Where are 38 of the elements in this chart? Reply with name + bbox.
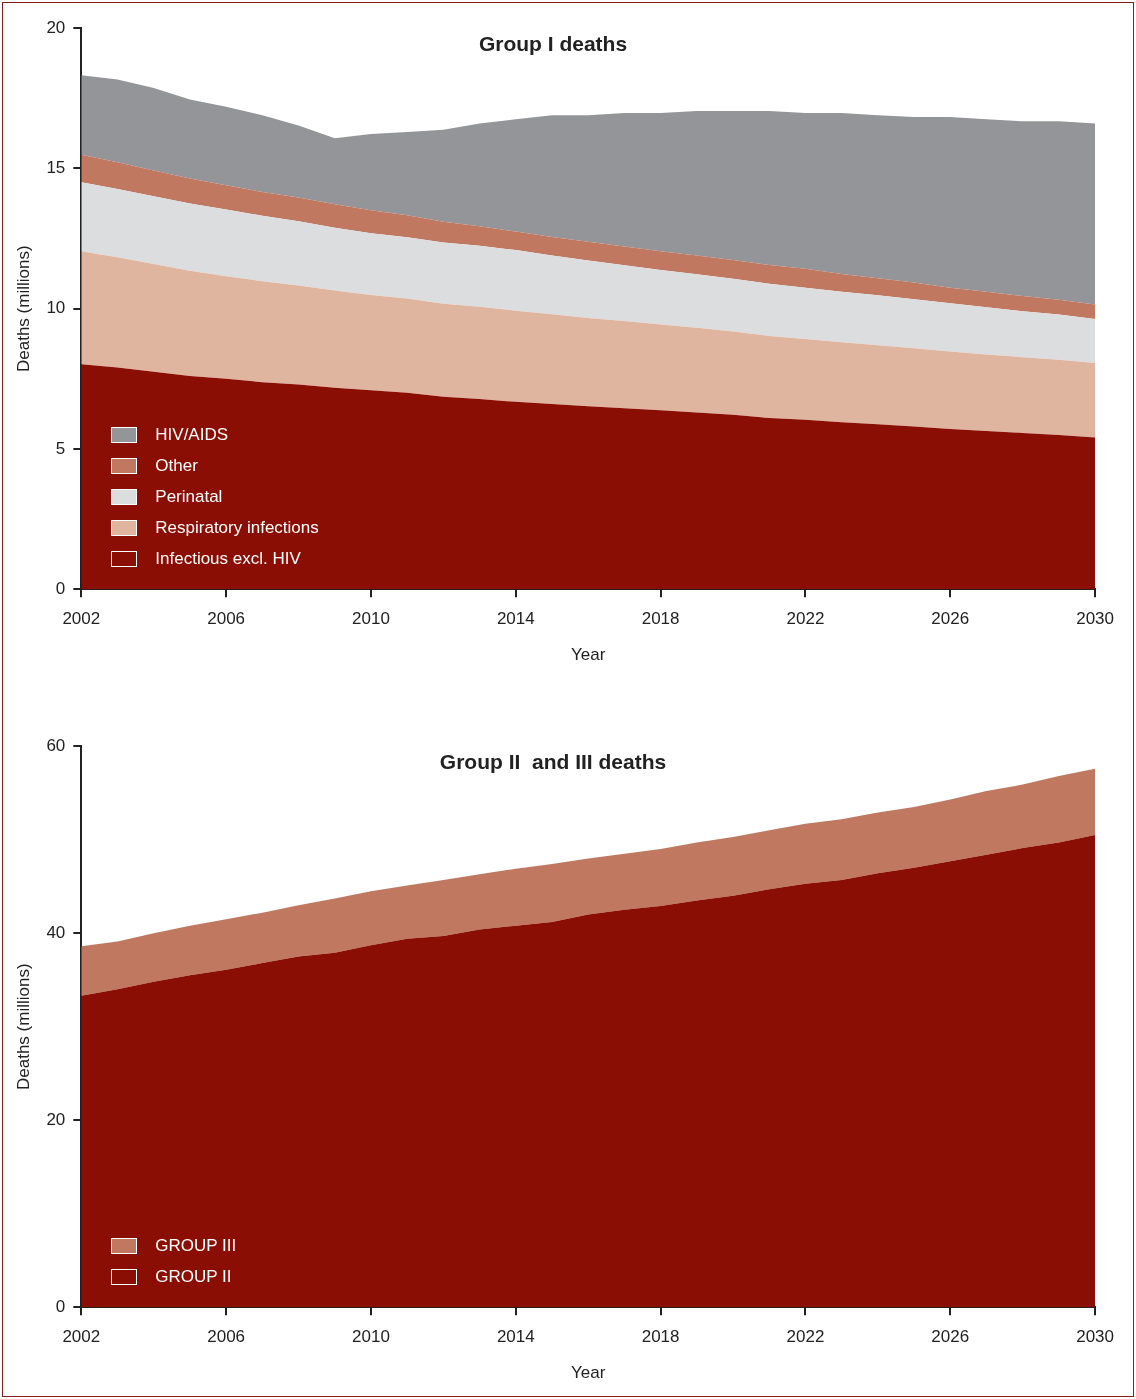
x-tick-label: 2002 (62, 1327, 101, 1347)
x-tick-label: 2030 (1076, 609, 1114, 629)
x-tick-label: 2010 (352, 609, 390, 629)
x-tick-label: 2014 (496, 1327, 535, 1347)
series-label: Infectious excl. HIV (155, 548, 301, 569)
x-tick-label: 2022 (786, 609, 825, 629)
x-tick-label: 2018 (641, 609, 680, 629)
y-tick-label: 0 (55, 1296, 66, 1316)
y-tick-label: 20 (46, 17, 66, 37)
x-tick-label: 2006 (207, 609, 246, 629)
x-tick-label: 2002 (62, 609, 101, 629)
y-axis-title: Deaths (millions) (13, 245, 33, 372)
y-tick-label: 0 (55, 578, 66, 598)
y-tick-label: 20 (46, 1109, 66, 1129)
legend-label: Other (155, 455, 198, 476)
x-tick-label: 2022 (786, 1327, 825, 1347)
x-tick-label: 2018 (641, 1327, 680, 1347)
x-tick-label: 2030 (1076, 1327, 1114, 1347)
chart-title: Group II and III deaths (439, 750, 667, 774)
x-tick-label: 2026 (931, 1327, 970, 1347)
y-tick-label: 10 (46, 298, 66, 318)
x-tick-label: 2026 (931, 609, 970, 629)
legend-label: GROUP III (155, 1235, 237, 1256)
legend-label: Perinatal (155, 486, 223, 507)
legend-label: HIV/AIDS (155, 424, 229, 445)
y-axis-title: Deaths (millions) (13, 963, 33, 1090)
x-tick-label: 2014 (496, 609, 535, 629)
y-tick-label: 5 (55, 438, 66, 458)
y-tick-label: 40 (46, 922, 66, 942)
legend-label: Respiratory infections (155, 517, 319, 538)
y-tick-label: 15 (46, 158, 66, 178)
x-axis-title: Year (571, 1363, 606, 1383)
y-tick-label: 60 (46, 735, 66, 755)
x-axis-title: Year (571, 645, 606, 665)
series-label: GROUP II (155, 1266, 232, 1287)
x-tick-label: 2006 (207, 1327, 246, 1347)
x-tick-label: 2010 (352, 1327, 390, 1347)
chart-title: Group I deaths (478, 32, 628, 56)
